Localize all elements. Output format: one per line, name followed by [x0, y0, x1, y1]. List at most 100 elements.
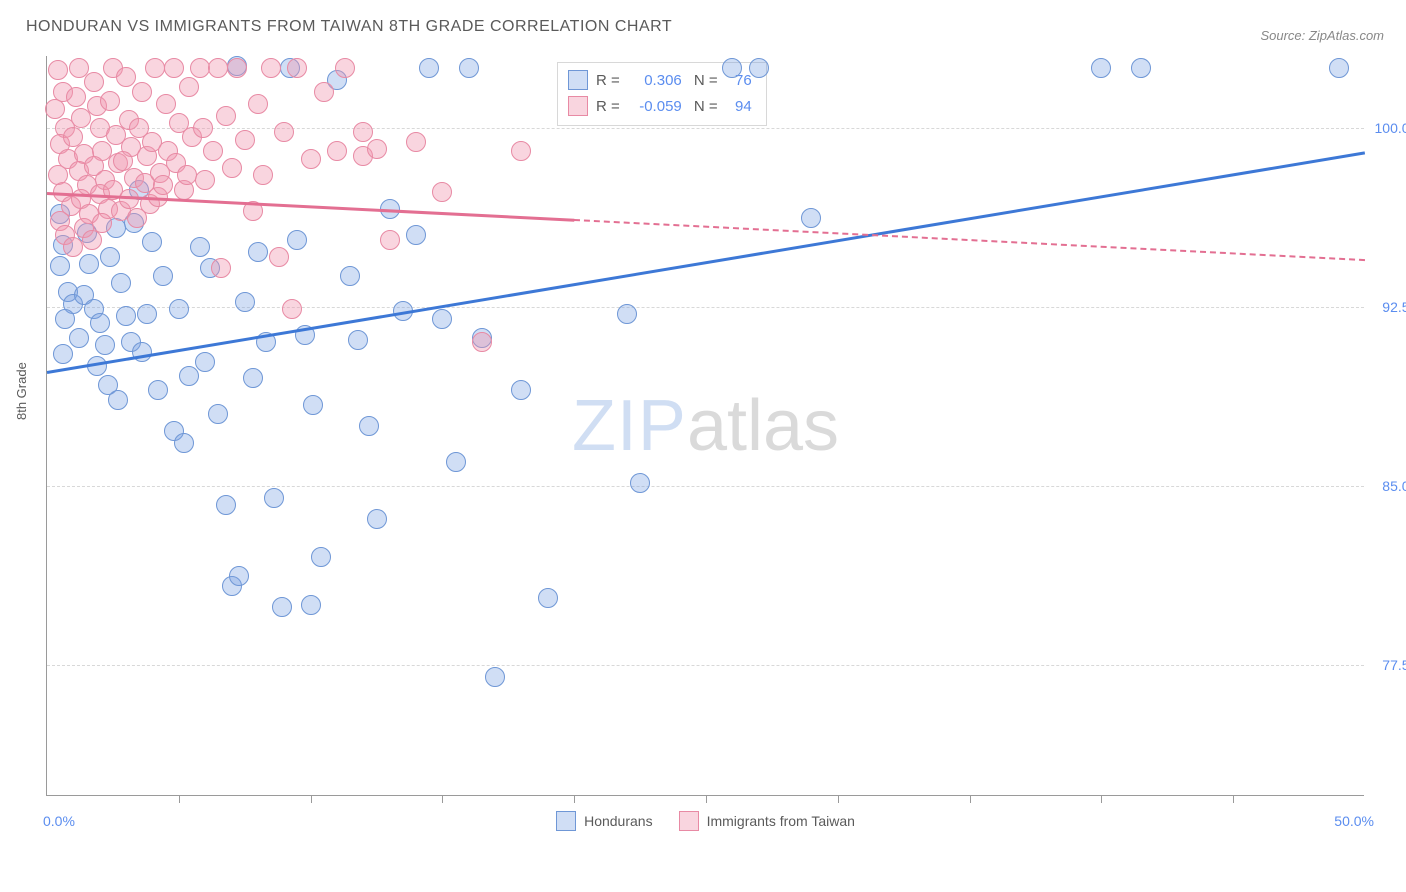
x-tick	[1101, 795, 1102, 803]
data-point	[203, 141, 223, 161]
data-point	[208, 58, 228, 78]
data-point	[253, 165, 273, 185]
swatch-series1	[568, 70, 588, 90]
data-point	[801, 208, 821, 228]
data-point	[367, 139, 387, 159]
data-point	[169, 299, 189, 319]
legend-swatch-series1	[556, 811, 576, 831]
stat-label-n: N =	[690, 72, 718, 89]
watermark-part2: atlas	[687, 386, 839, 466]
data-point	[50, 256, 70, 276]
data-point	[264, 488, 284, 508]
trend-line	[47, 152, 1365, 375]
data-point	[79, 254, 99, 274]
data-point	[1329, 58, 1349, 78]
x-tick	[706, 795, 707, 803]
data-point	[156, 94, 176, 114]
gridline	[47, 486, 1364, 487]
data-point	[538, 588, 558, 608]
data-point	[90, 313, 110, 333]
data-point	[406, 225, 426, 245]
data-point	[367, 509, 387, 529]
data-point	[243, 368, 263, 388]
data-point	[282, 299, 302, 319]
data-point	[511, 141, 531, 161]
data-point	[227, 58, 247, 78]
data-point	[208, 404, 228, 424]
stat-label-n: N =	[690, 98, 718, 115]
data-point	[432, 309, 452, 329]
data-point	[116, 306, 136, 326]
watermark: ZIPatlas	[572, 385, 839, 467]
data-point	[380, 230, 400, 250]
data-point	[235, 130, 255, 150]
x-tick	[442, 795, 443, 803]
data-point	[179, 366, 199, 386]
y-tick-label: 85.0%	[1382, 478, 1406, 494]
data-point	[164, 58, 184, 78]
legend: Hondurans Immigrants from Taiwan	[47, 811, 1364, 831]
data-point	[153, 175, 173, 195]
x-tick	[574, 795, 575, 803]
data-point	[269, 247, 289, 267]
stat-r-series1: 0.306	[628, 72, 682, 89]
data-point	[108, 390, 128, 410]
gridline	[47, 128, 1364, 129]
data-point	[353, 122, 373, 142]
legend-label-series1: Hondurans	[584, 813, 653, 829]
data-point	[222, 158, 242, 178]
data-point	[92, 213, 112, 233]
data-point	[116, 67, 136, 87]
stat-label-r: R =	[596, 72, 620, 89]
data-point	[340, 266, 360, 286]
data-point	[303, 395, 323, 415]
data-point	[511, 380, 531, 400]
stat-n-series2: 94	[726, 98, 752, 115]
data-point	[335, 58, 355, 78]
stat-label-r: R =	[596, 98, 620, 115]
data-point	[69, 328, 89, 348]
data-point	[195, 352, 215, 372]
data-point	[446, 452, 466, 472]
source-attribution: Source: ZipAtlas.com	[1260, 28, 1384, 43]
y-tick-label: 92.5%	[1382, 299, 1406, 315]
data-point	[84, 72, 104, 92]
data-point	[432, 182, 452, 202]
data-point	[48, 60, 68, 80]
data-point	[406, 132, 426, 152]
data-point	[287, 230, 307, 250]
chart-title: HONDURAN VS IMMIGRANTS FROM TAIWAN 8TH G…	[26, 18, 672, 36]
data-point	[459, 58, 479, 78]
data-point	[145, 58, 165, 78]
data-point	[272, 597, 292, 617]
data-point	[617, 304, 637, 324]
data-point	[137, 304, 157, 324]
data-point	[311, 547, 331, 567]
data-point	[630, 473, 650, 493]
legend-swatch-series2	[679, 811, 699, 831]
data-point	[749, 58, 769, 78]
data-point	[216, 106, 236, 126]
trend-line-extrapolated	[574, 219, 1365, 261]
data-point	[248, 242, 268, 262]
data-point	[248, 94, 268, 114]
x-tick	[179, 795, 180, 803]
data-point	[261, 58, 281, 78]
data-point	[472, 332, 492, 352]
data-point	[1091, 58, 1111, 78]
data-point	[179, 77, 199, 97]
data-point	[274, 122, 294, 142]
data-point	[177, 165, 197, 185]
data-point	[174, 433, 194, 453]
watermark-part1: ZIP	[572, 386, 687, 466]
data-point	[95, 335, 115, 355]
y-axis-label: 8th Grade	[14, 362, 29, 420]
y-tick-label: 100.0%	[1375, 120, 1406, 136]
data-point	[216, 495, 236, 515]
legend-label-series2: Immigrants from Taiwan	[707, 813, 855, 829]
x-tick	[1233, 795, 1234, 803]
x-tick	[311, 795, 312, 803]
data-point	[148, 380, 168, 400]
data-point	[132, 82, 152, 102]
gridline	[47, 665, 1364, 666]
